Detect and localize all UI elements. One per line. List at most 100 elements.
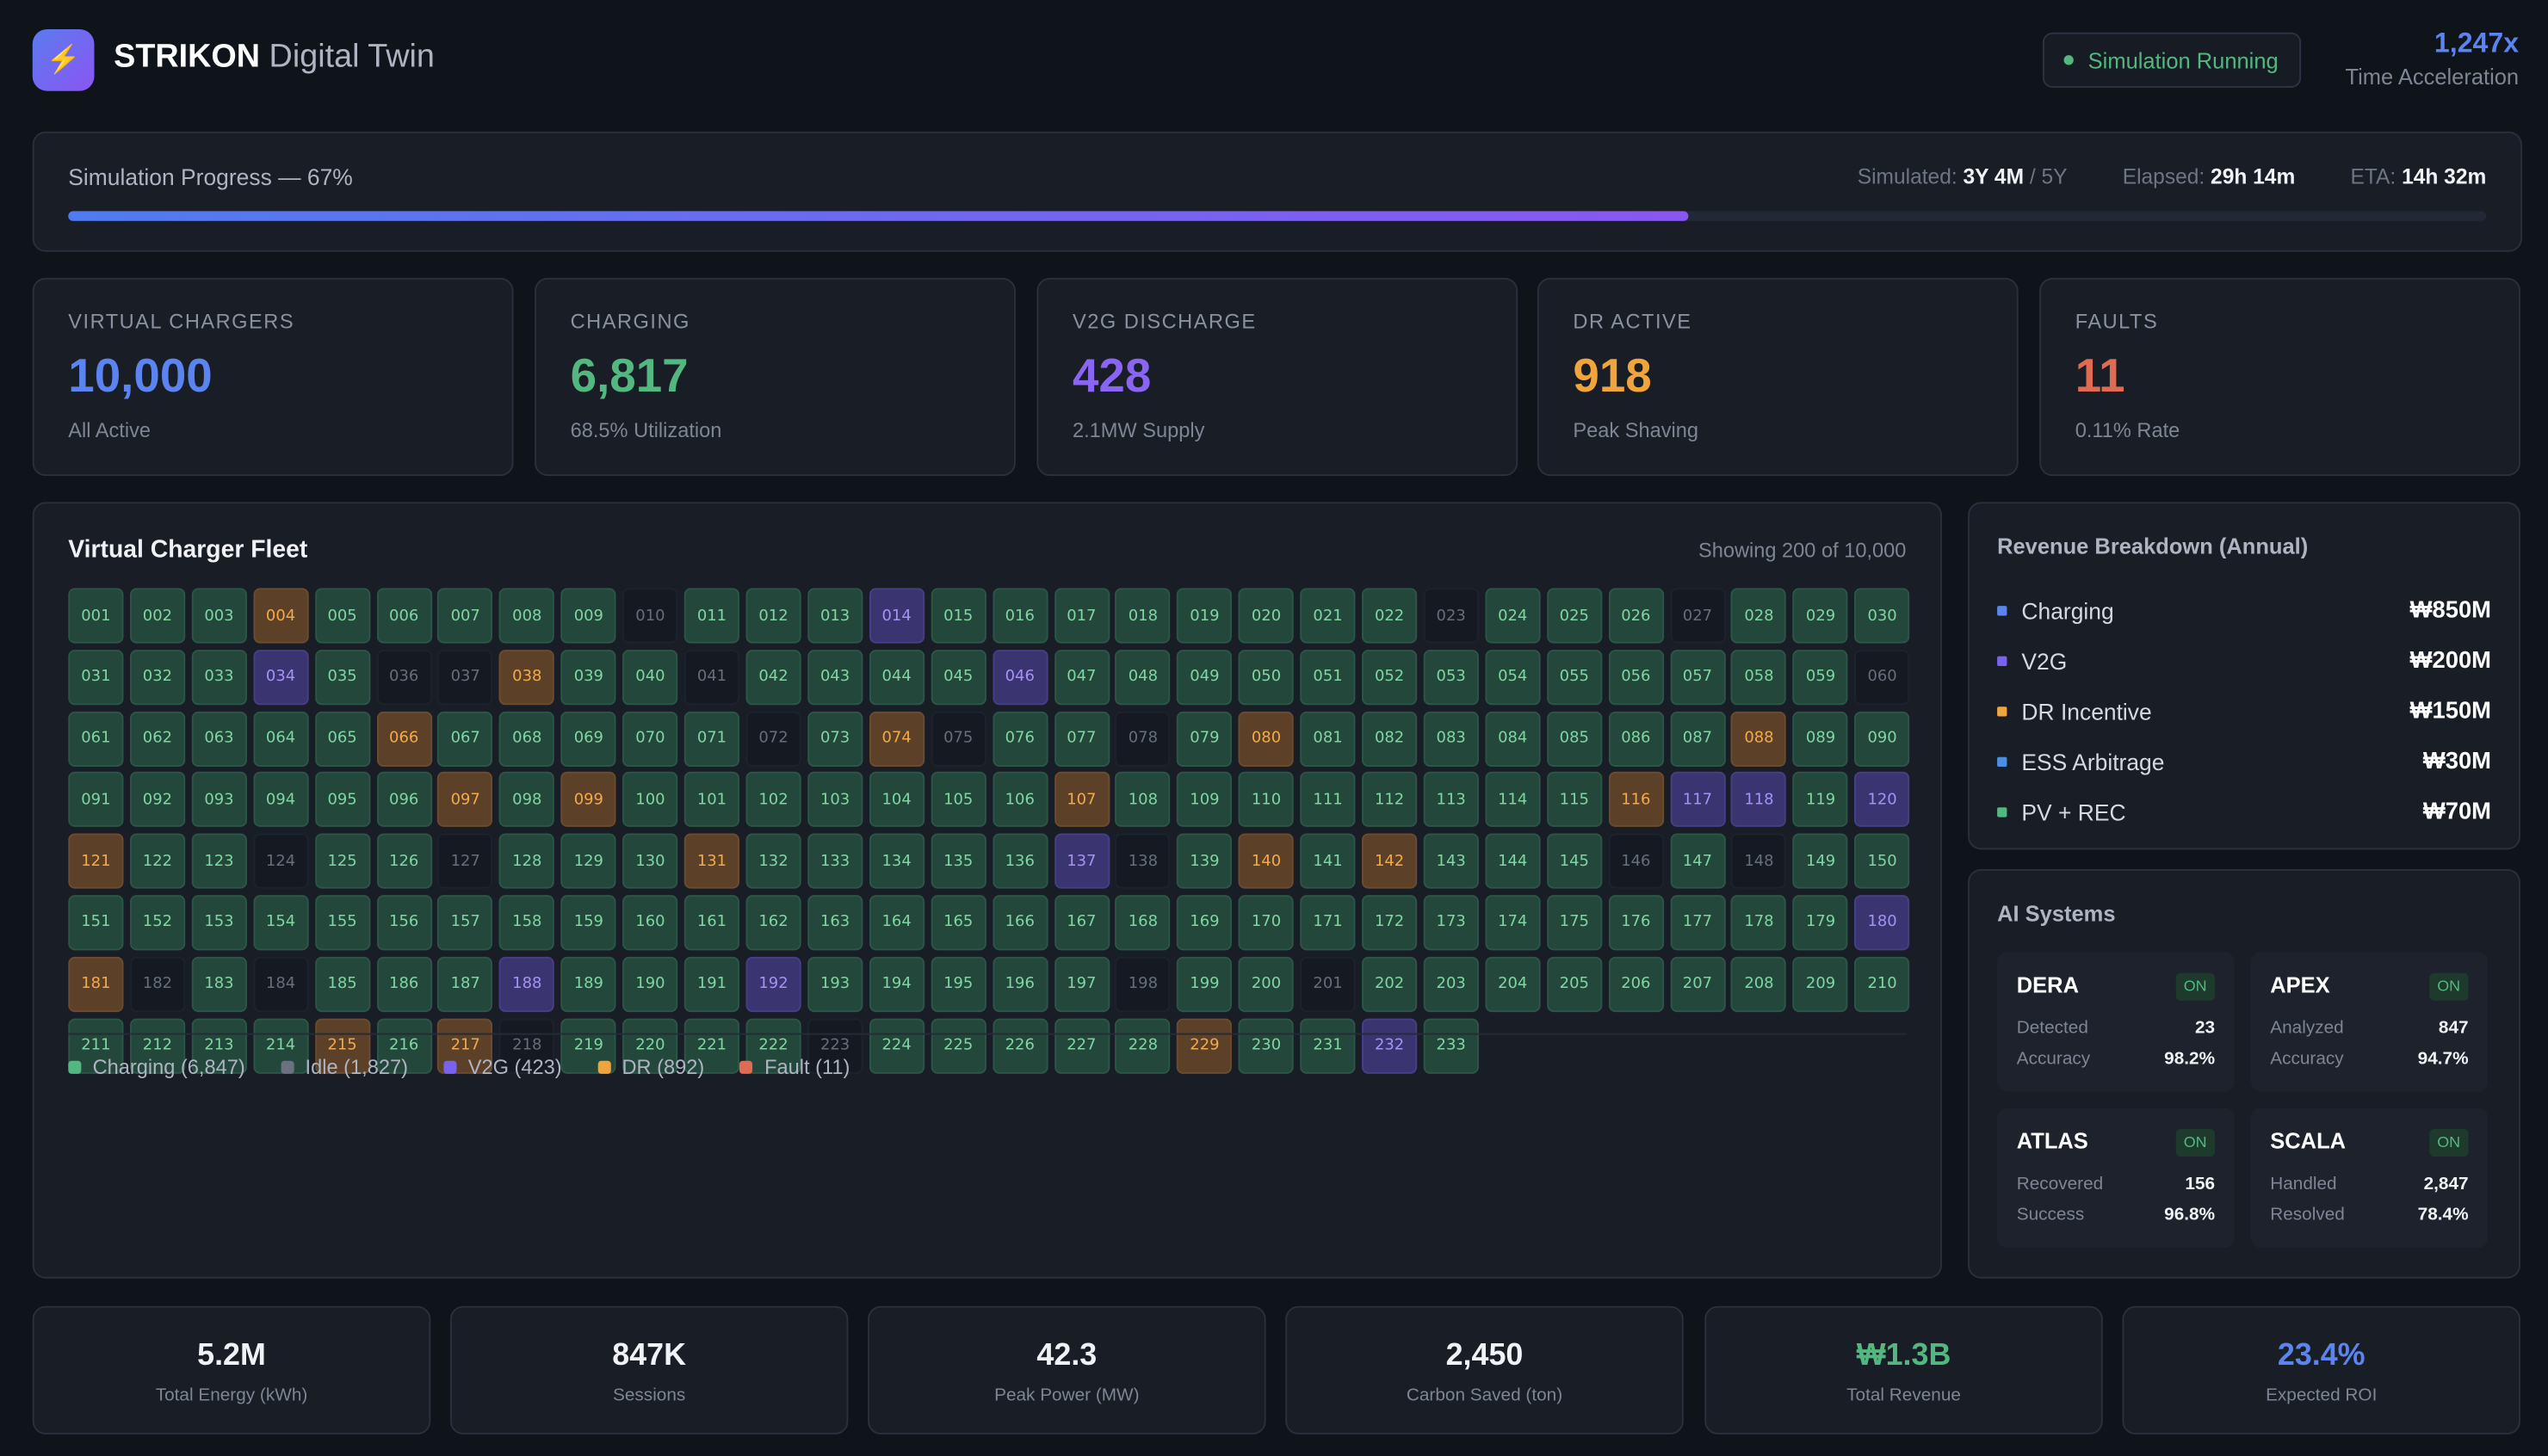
charger-cell[interactable]: 214 bbox=[252, 1017, 309, 1074]
charger-cell[interactable]: 092 bbox=[129, 772, 186, 828]
charger-cell[interactable]: 136 bbox=[992, 833, 1048, 889]
charger-cell[interactable]: 063 bbox=[191, 711, 247, 767]
charger-cell[interactable]: 039 bbox=[560, 649, 616, 705]
charger-cell[interactable]: 178 bbox=[1731, 895, 1787, 951]
charger-cell[interactable]: 100 bbox=[622, 772, 678, 828]
charger-cell[interactable]: 062 bbox=[129, 711, 186, 767]
charger-cell[interactable]: 077 bbox=[1054, 711, 1110, 767]
charger-cell[interactable]: 150 bbox=[1854, 833, 1910, 889]
charger-cell[interactable]: 069 bbox=[560, 711, 616, 767]
charger-cell[interactable]: 032 bbox=[129, 649, 186, 705]
charger-cell[interactable]: 070 bbox=[622, 711, 678, 767]
charger-cell[interactable]: 124 bbox=[252, 833, 309, 889]
charger-cell[interactable]: 185 bbox=[314, 956, 370, 1012]
charger-cell[interactable]: 075 bbox=[931, 711, 986, 767]
charger-cell[interactable]: 027 bbox=[1669, 588, 1726, 644]
charger-cell[interactable]: 182 bbox=[129, 956, 186, 1012]
charger-cell[interactable]: 015 bbox=[931, 588, 986, 644]
charger-cell[interactable]: 229 bbox=[1177, 1017, 1233, 1074]
charger-cell[interactable]: 083 bbox=[1423, 711, 1479, 767]
charger-cell[interactable]: 120 bbox=[1854, 772, 1910, 828]
charger-cell[interactable]: 160 bbox=[622, 895, 678, 951]
charger-cell[interactable]: 211 bbox=[68, 1017, 124, 1074]
charger-cell[interactable]: 151 bbox=[68, 895, 124, 951]
charger-cell[interactable]: 167 bbox=[1054, 895, 1110, 951]
charger-cell[interactable]: 131 bbox=[683, 833, 740, 889]
charger-cell[interactable]: 061 bbox=[68, 711, 124, 767]
charger-cell[interactable]: 012 bbox=[745, 588, 801, 644]
ai-status-toggle[interactable]: ON bbox=[2428, 972, 2469, 1001]
charger-cell[interactable]: 002 bbox=[129, 588, 186, 644]
charger-cell[interactable]: 065 bbox=[314, 711, 370, 767]
charger-cell[interactable]: 088 bbox=[1731, 711, 1787, 767]
charger-cell[interactable]: 113 bbox=[1423, 772, 1479, 828]
charger-cell[interactable]: 233 bbox=[1423, 1017, 1479, 1074]
charger-cell[interactable]: 171 bbox=[1300, 895, 1356, 951]
charger-cell[interactable]: 212 bbox=[129, 1017, 186, 1074]
charger-cell[interactable]: 044 bbox=[869, 649, 925, 705]
charger-cell[interactable]: 222 bbox=[745, 1017, 801, 1074]
charger-cell[interactable]: 166 bbox=[992, 895, 1048, 951]
charger-cell[interactable]: 089 bbox=[1792, 711, 1849, 767]
charger-cell[interactable]: 201 bbox=[1300, 956, 1356, 1012]
charger-cell[interactable]: 017 bbox=[1054, 588, 1110, 644]
charger-cell[interactable]: 147 bbox=[1669, 833, 1726, 889]
charger-cell[interactable]: 128 bbox=[499, 833, 555, 889]
charger-cell[interactable]: 141 bbox=[1300, 833, 1356, 889]
charger-cell[interactable]: 052 bbox=[1362, 649, 1418, 705]
charger-cell[interactable]: 191 bbox=[683, 956, 740, 1012]
charger-cell[interactable]: 176 bbox=[1608, 895, 1664, 951]
charger-cell[interactable]: 053 bbox=[1423, 649, 1479, 705]
charger-cell[interactable]: 019 bbox=[1177, 588, 1233, 644]
charger-cell[interactable]: 130 bbox=[622, 833, 678, 889]
ai-status-toggle[interactable]: ON bbox=[2175, 1129, 2216, 1157]
charger-cell[interactable]: 183 bbox=[191, 956, 247, 1012]
charger-cell[interactable]: 189 bbox=[560, 956, 616, 1012]
charger-cell[interactable]: 181 bbox=[68, 956, 124, 1012]
charger-cell[interactable]: 228 bbox=[1115, 1017, 1171, 1074]
charger-cell[interactable]: 067 bbox=[437, 711, 493, 767]
charger-cell[interactable]: 133 bbox=[807, 833, 863, 889]
charger-cell[interactable]: 010 bbox=[622, 588, 678, 644]
charger-cell[interactable]: 022 bbox=[1362, 588, 1418, 644]
charger-cell[interactable]: 005 bbox=[314, 588, 370, 644]
charger-cell[interactable]: 026 bbox=[1608, 588, 1664, 644]
charger-cell[interactable]: 040 bbox=[622, 649, 678, 705]
charger-cell[interactable]: 098 bbox=[499, 772, 555, 828]
charger-cell[interactable]: 009 bbox=[560, 588, 616, 644]
charger-cell[interactable]: 164 bbox=[869, 895, 925, 951]
charger-cell[interactable]: 223 bbox=[807, 1017, 863, 1074]
charger-cell[interactable]: 156 bbox=[376, 895, 432, 951]
charger-cell[interactable]: 184 bbox=[252, 956, 309, 1012]
charger-cell[interactable]: 138 bbox=[1115, 833, 1171, 889]
charger-cell[interactable]: 029 bbox=[1792, 588, 1849, 644]
charger-cell[interactable]: 118 bbox=[1731, 772, 1787, 828]
charger-cell[interactable]: 114 bbox=[1485, 772, 1541, 828]
charger-cell[interactable]: 081 bbox=[1300, 711, 1356, 767]
charger-cell[interactable]: 066 bbox=[376, 711, 432, 767]
charger-cell[interactable]: 072 bbox=[745, 711, 801, 767]
charger-cell[interactable]: 045 bbox=[931, 649, 986, 705]
charger-cell[interactable]: 190 bbox=[622, 956, 678, 1012]
charger-cell[interactable]: 121 bbox=[68, 833, 124, 889]
charger-cell[interactable]: 025 bbox=[1546, 588, 1602, 644]
charger-cell[interactable]: 177 bbox=[1669, 895, 1726, 951]
charger-cell[interactable]: 108 bbox=[1115, 772, 1171, 828]
charger-cell[interactable]: 202 bbox=[1362, 956, 1418, 1012]
charger-cell[interactable]: 099 bbox=[560, 772, 616, 828]
charger-cell[interactable]: 194 bbox=[869, 956, 925, 1012]
ai-status-toggle[interactable]: ON bbox=[2175, 972, 2216, 1001]
charger-cell[interactable]: 078 bbox=[1115, 711, 1171, 767]
charger-cell[interactable]: 169 bbox=[1177, 895, 1233, 951]
charger-cell[interactable]: 105 bbox=[931, 772, 986, 828]
charger-cell[interactable]: 008 bbox=[499, 588, 555, 644]
charger-cell[interactable]: 132 bbox=[745, 833, 801, 889]
charger-cell[interactable]: 200 bbox=[1238, 956, 1295, 1012]
charger-cell[interactable]: 137 bbox=[1054, 833, 1110, 889]
charger-cell[interactable]: 049 bbox=[1177, 649, 1233, 705]
charger-cell[interactable]: 046 bbox=[992, 649, 1048, 705]
charger-cell[interactable]: 097 bbox=[437, 772, 493, 828]
charger-cell[interactable]: 057 bbox=[1669, 649, 1726, 705]
charger-cell[interactable]: 196 bbox=[992, 956, 1048, 1012]
charger-cell[interactable]: 060 bbox=[1854, 649, 1910, 705]
